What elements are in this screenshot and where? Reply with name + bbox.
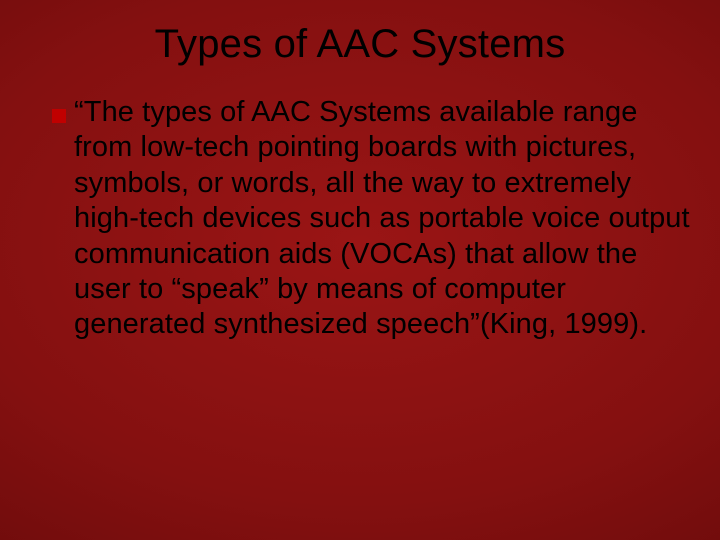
slide: Types of AAC Systems “The types of AAC S…	[0, 0, 720, 540]
slide-title: Types of AAC Systems	[0, 22, 720, 67]
square-bullet-icon	[52, 109, 66, 123]
slide-body: “The types of AAC Systems available rang…	[0, 95, 720, 343]
bullet-item: “The types of AAC Systems available rang…	[52, 95, 690, 343]
bullet-text: “The types of AAC Systems available rang…	[74, 95, 690, 343]
